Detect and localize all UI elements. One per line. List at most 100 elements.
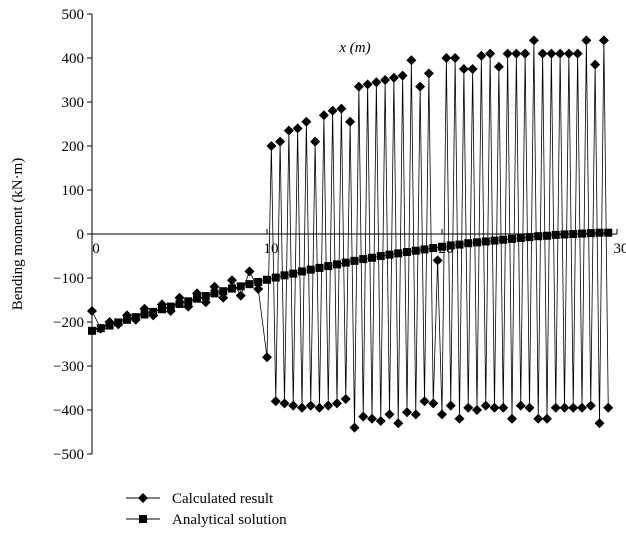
diamond-marker: [389, 73, 399, 83]
square-marker: [447, 241, 455, 249]
y-axis-label: Bending moment (kN·m): [10, 158, 26, 310]
square-marker: [438, 243, 446, 251]
y-tick-label: 500: [62, 7, 85, 23]
square-marker: [552, 231, 560, 239]
diamond-marker: [581, 35, 591, 45]
y-tick-label: 100: [62, 183, 85, 199]
diamond-marker: [367, 414, 377, 424]
diamond-marker: [459, 64, 469, 74]
square-marker: [307, 266, 315, 274]
y-tick-label: 200: [62, 139, 85, 155]
diamond-marker: [529, 35, 539, 45]
diamond-marker: [516, 401, 526, 411]
square-marker: [281, 271, 289, 279]
square-marker: [604, 229, 612, 237]
diamond-marker: [485, 49, 495, 59]
y-tick-label: −300: [53, 359, 84, 375]
square-marker: [324, 262, 332, 270]
diamond-marker: [481, 401, 491, 411]
square-marker: [342, 259, 350, 267]
square-marker: [246, 280, 254, 288]
square-marker: [491, 237, 499, 245]
square-marker: [517, 234, 525, 242]
diamond-marker: [472, 405, 482, 415]
square-marker: [333, 260, 341, 268]
legend-marker: [139, 515, 147, 523]
y-tick-label: −400: [53, 403, 84, 419]
square-marker: [377, 252, 385, 260]
x-tick-label: 10: [264, 241, 279, 257]
diamond-marker: [380, 75, 390, 85]
diamond-marker: [507, 414, 517, 424]
square-marker: [499, 236, 507, 244]
square-marker: [596, 229, 604, 237]
diamond-marker: [310, 137, 320, 147]
diamond-marker: [393, 418, 403, 428]
y-tick-label: −200: [53, 315, 84, 331]
square-marker: [106, 322, 114, 330]
diamond-marker: [568, 403, 578, 413]
diamond-marker: [301, 117, 311, 127]
square-marker: [534, 232, 542, 240]
square-marker: [429, 244, 437, 252]
diamond-marker: [542, 414, 552, 424]
diamond-marker: [262, 352, 272, 362]
diamond-marker: [275, 137, 285, 147]
legend-label: Calculated result: [172, 491, 274, 507]
diamond-marker: [573, 49, 583, 59]
diamond-marker: [498, 403, 508, 413]
square-marker: [359, 255, 367, 263]
diamond-marker: [363, 79, 373, 89]
diamond-marker: [441, 53, 451, 63]
square-marker: [394, 249, 402, 257]
square-marker: [158, 305, 166, 313]
square-marker: [219, 287, 227, 295]
diamond-marker: [490, 403, 500, 413]
diamond-marker: [385, 409, 395, 419]
diamond-marker: [586, 401, 596, 411]
y-tick-label: −100: [53, 271, 84, 287]
diamond-marker: [358, 412, 368, 422]
diamond-marker: [336, 104, 346, 114]
x-tick-label: 0: [92, 241, 100, 257]
square-marker: [578, 230, 586, 238]
square-marker: [193, 295, 201, 303]
square-marker: [368, 254, 376, 262]
diamond-marker: [306, 401, 316, 411]
y-tick-label: −500: [53, 447, 84, 463]
square-marker: [456, 241, 464, 249]
square-marker: [508, 235, 516, 243]
square-marker: [184, 297, 192, 305]
diamond-marker: [450, 53, 460, 63]
square-marker: [263, 276, 271, 284]
diamond-marker: [284, 126, 294, 136]
diamond-marker: [271, 396, 281, 406]
square-marker: [473, 238, 481, 246]
diamond-marker: [411, 409, 421, 419]
diamond-marker: [564, 49, 574, 59]
square-marker: [132, 313, 140, 321]
x-axis-label: x (m): [338, 40, 370, 56]
diamond-marker: [280, 398, 290, 408]
square-marker: [569, 230, 577, 238]
square-marker: [167, 303, 175, 311]
diamond-marker: [398, 71, 408, 81]
diamond-marker: [266, 141, 276, 151]
y-tick-label: 300: [62, 95, 85, 111]
diamond-marker: [319, 110, 329, 120]
legend-marker: [138, 493, 148, 503]
square-marker: [464, 239, 472, 247]
diamond-marker: [494, 62, 504, 72]
diamond-marker: [371, 77, 381, 87]
diamond-marker: [293, 123, 303, 133]
square-marker: [254, 278, 262, 286]
diamond-marker: [595, 418, 605, 428]
diamond-marker: [420, 396, 430, 406]
diamond-marker: [546, 49, 556, 59]
square-marker: [114, 318, 122, 326]
square-marker: [141, 311, 149, 319]
diamond-marker: [538, 49, 548, 59]
diamond-marker: [590, 60, 600, 70]
square-marker: [237, 282, 245, 290]
